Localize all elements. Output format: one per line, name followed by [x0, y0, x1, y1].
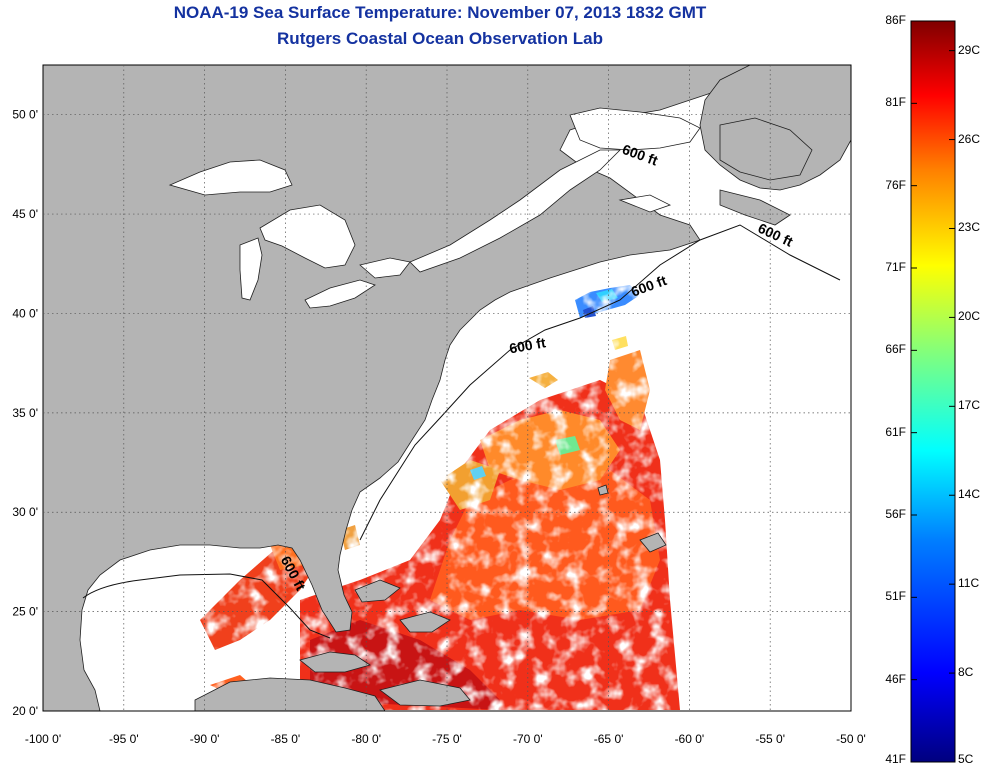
colorbar	[910, 20, 956, 763]
colorbar-c-label: 26C	[958, 131, 981, 146]
y-tick-label: 25 0'	[12, 605, 38, 619]
x-tick-label: -80 0'	[351, 732, 381, 746]
y-tick-label: 50 0'	[12, 108, 38, 122]
colorbar-c-label: 20C	[958, 309, 981, 324]
colorbar-c-label: 8C	[958, 665, 974, 680]
colorbar-f-label: 81F	[885, 95, 906, 110]
colorbar-c-label: 11C	[958, 576, 980, 591]
colorbar-f-label: 66F	[885, 342, 906, 357]
colorbar-f-label: 56F	[885, 507, 906, 521]
colorbar-f-label: 86F	[885, 13, 906, 27]
y-tick-label: 30 0'	[12, 505, 38, 519]
y-tick-label: 35 0'	[12, 406, 38, 420]
x-tick-label: -60 0'	[675, 732, 705, 746]
y-tick-label: 40 0'	[12, 306, 38, 320]
colorbar-ticks	[911, 20, 955, 763]
great-lakes	[168, 107, 701, 309]
x-tick-label: -75 0'	[432, 732, 462, 746]
colorbar-f-label: 41F	[885, 752, 906, 766]
x-tick-label: -55 0'	[755, 732, 785, 746]
isobath-600ft	[82, 224, 841, 639]
x-tick-label: -85 0'	[271, 732, 301, 746]
x-axis-ticks: -100 0' -95 0' -90 0' -85 0' -80 0' -75 0' -70…	[25, 732, 866, 746]
y-axis-ticks: 50 0' 45 0' 40 0' 35 0' 30 0' 25 0' 20 0'	[12, 108, 38, 718]
colorbar-f-label: 71F	[885, 260, 906, 274]
y-tick-label: 20 0'	[12, 704, 38, 718]
colorbar-f-label: 46F	[885, 671, 906, 686]
x-tick-label: -100 0'	[25, 732, 61, 746]
colorbar-c-label: 29C	[958, 42, 981, 57]
colorbar-c-label: 14C	[958, 487, 981, 502]
colorbar-f-label: 51F	[885, 589, 906, 604]
colorbar-f-label: 76F	[885, 177, 906, 192]
contour-label-4: 600 ft	[508, 334, 547, 356]
x-tick-label: -70 0'	[513, 732, 543, 746]
colorbar-c-label: 17C	[958, 398, 981, 413]
map-subtitle: Rutgers Coastal Ocean Observation Lab	[277, 29, 603, 48]
x-tick-label: -65 0'	[594, 732, 624, 746]
x-tick-label: -95 0'	[109, 732, 139, 746]
land	[43, 65, 851, 711]
x-tick-label: -90 0'	[190, 732, 220, 746]
y-tick-label: 45 0'	[12, 207, 38, 221]
colorbar-f-label: 61F	[885, 424, 906, 439]
colorbar-c-label: 23C	[958, 220, 981, 235]
x-tick-label: -50 0'	[836, 732, 866, 746]
map-title: NOAA-19 Sea Surface Temperature: Novembe…	[173, 3, 707, 22]
colorbar-c-label: 5C	[958, 752, 974, 766]
